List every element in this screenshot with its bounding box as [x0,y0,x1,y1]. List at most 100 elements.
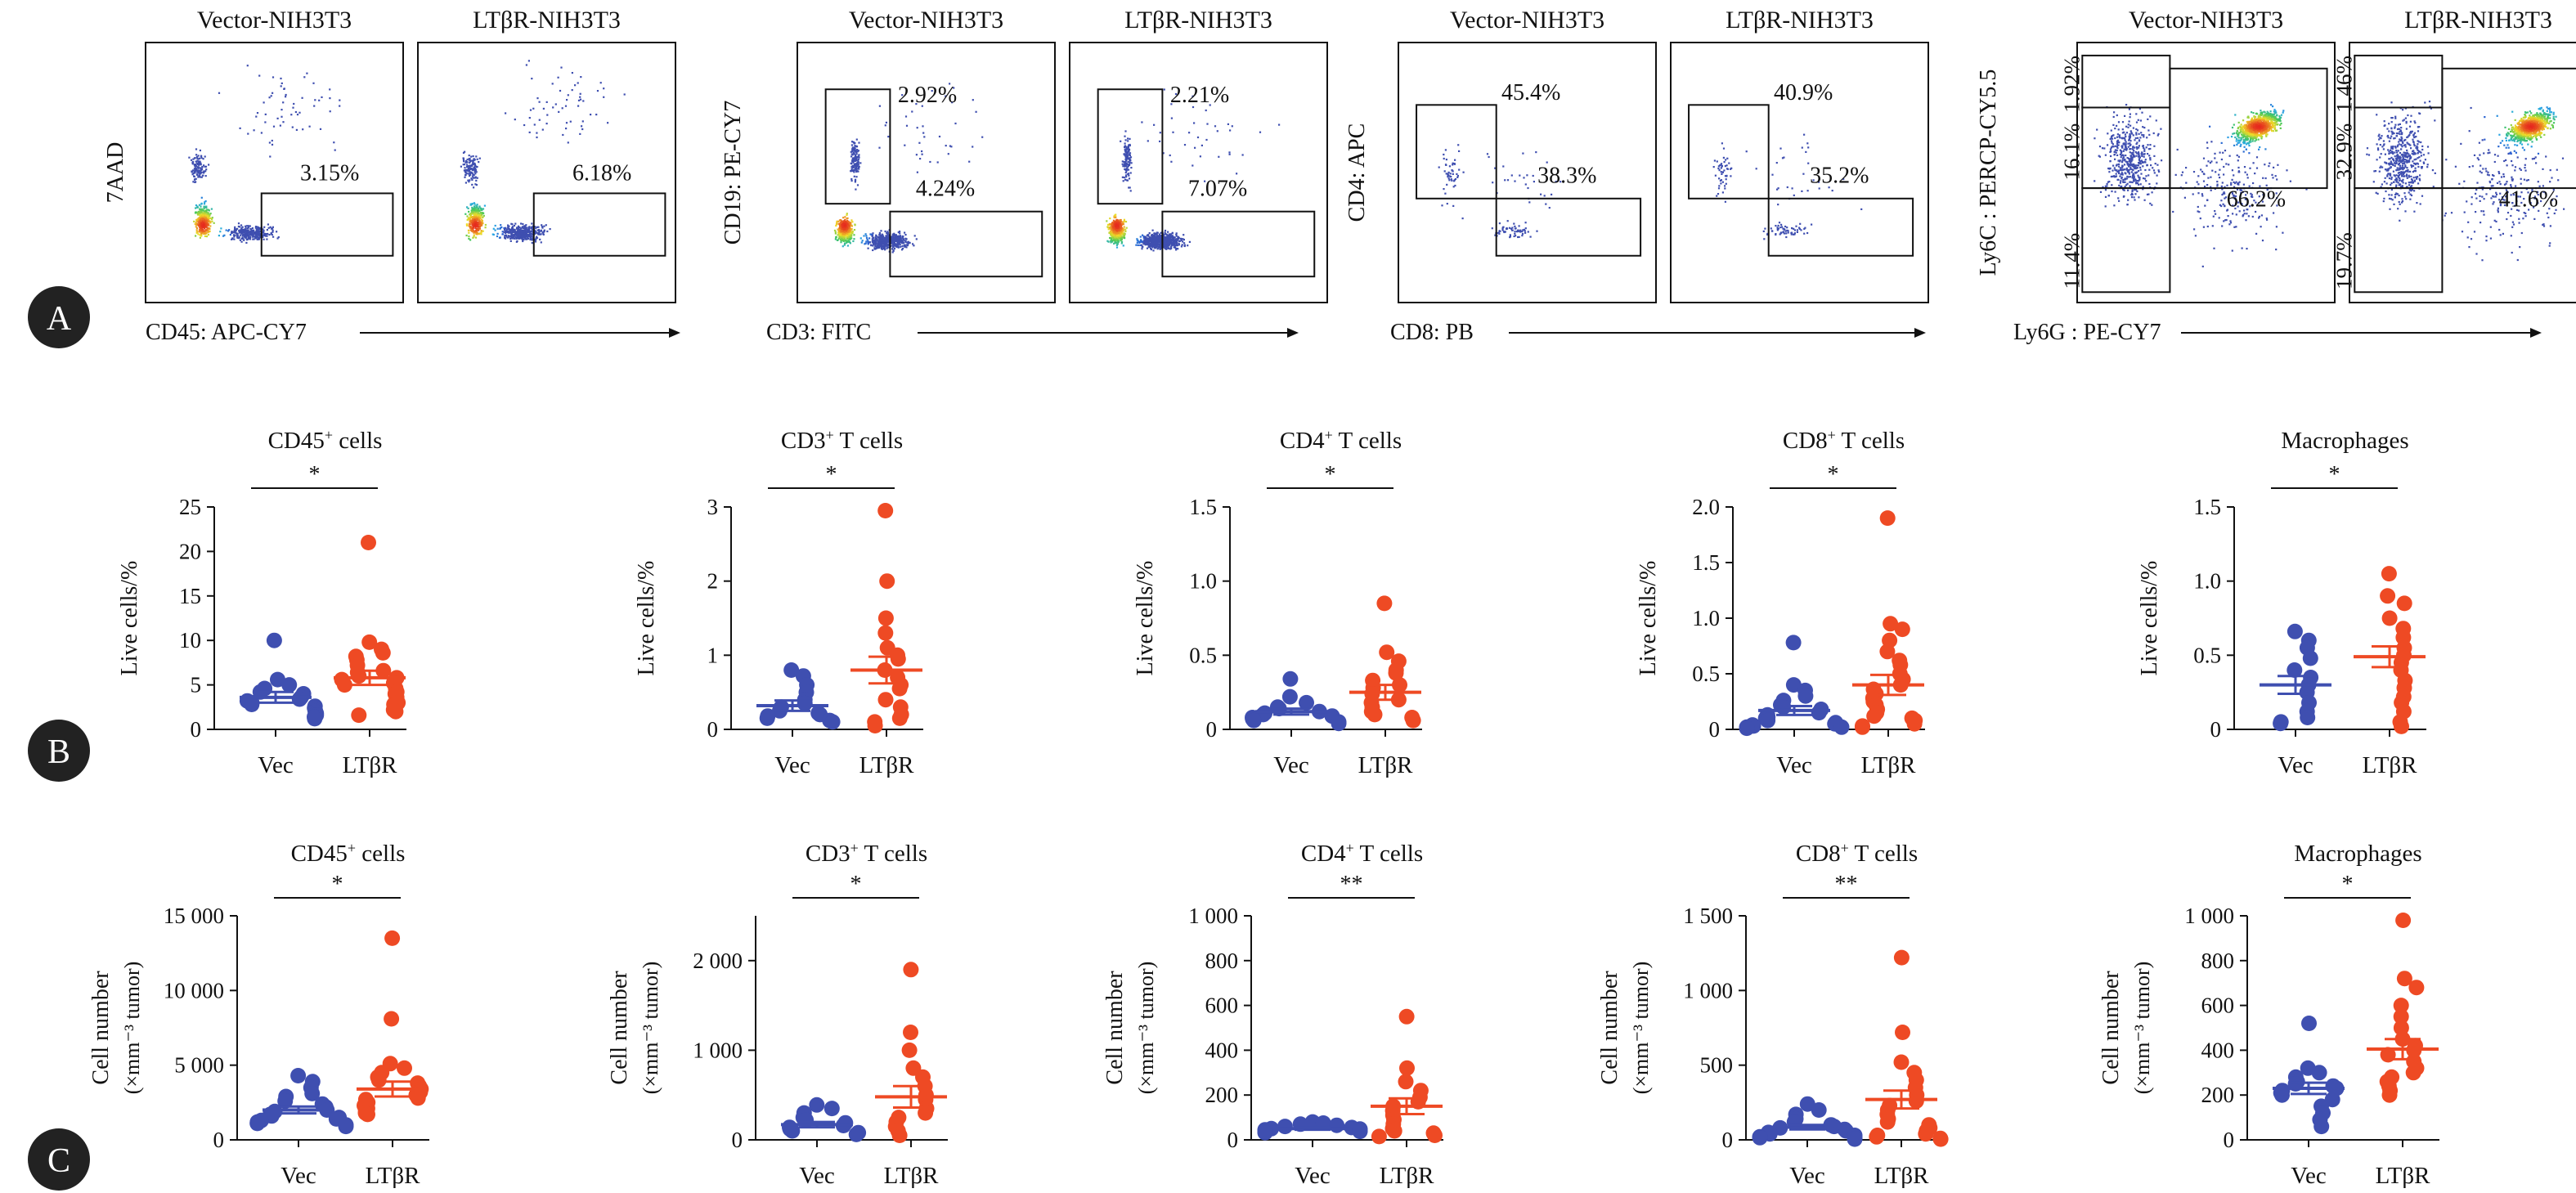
flow-event [2251,135,2253,137]
flow-event [234,230,236,232]
flow-event [1514,231,1516,233]
flow-event [255,232,258,235]
flow-event [893,248,896,250]
flow-event [1775,225,1777,227]
flow-event [1779,233,1781,235]
flow-event [1787,230,1789,232]
flow-event [1123,228,1125,231]
flow-event [1726,157,1729,159]
flow-event [200,218,202,220]
flow-event [850,155,853,158]
flow-event [464,167,466,169]
flow-event [525,64,527,66]
flow-event [537,229,541,231]
flow-event [855,165,858,168]
flow-event [1182,238,1184,240]
flow-event [865,235,868,237]
flow-event [2242,141,2245,144]
flow-event [1501,229,1504,231]
flow-event [837,229,840,231]
flow-event [467,179,469,182]
flow-event [897,235,900,237]
flow-event [1177,236,1179,239]
flow-event [1169,240,1172,242]
flow-event [1165,248,1168,250]
flow-event [1109,227,1111,230]
flow-event [877,235,879,238]
flow-plot-vector: 1.92%16.1%66.2%11.4% [2059,42,2336,303]
flow-event [1779,226,1782,229]
flow-event [478,205,481,208]
flow-event [596,90,599,92]
flow-event [466,166,469,168]
flow-event [206,224,209,226]
flow-event [1124,148,1126,150]
flow-event [2236,130,2239,132]
flow-event [1167,240,1169,242]
flow-event [255,115,258,118]
flow-event [1718,177,1721,180]
flow-event [473,210,475,213]
flow-event [240,240,243,243]
flow-event [1785,232,1788,235]
flow-event [968,160,971,163]
flow-event [839,236,841,239]
flow-event [1444,149,1447,151]
flow-event [520,222,523,225]
flow-event [339,99,341,101]
flow-event [204,217,206,219]
flow-event [849,238,851,240]
flow-event [200,205,202,208]
flow-event [514,232,517,235]
flow-event [1110,238,1112,240]
flow-event [1154,243,1156,245]
flow-event [1183,244,1186,247]
flow-event [2261,111,2264,114]
flow-event [481,222,483,225]
flow-event [1443,157,1445,160]
flow-event [280,85,282,87]
flow-event [1115,229,1118,231]
flow-plot-frame [1398,42,1657,303]
flow-event [195,231,198,234]
flow-event [1115,222,1118,225]
flow-event [873,240,875,242]
flow-event [196,166,199,168]
flow-event [522,240,524,243]
flow-event [1726,168,1729,170]
flow-event [510,230,513,232]
flow-event [248,231,250,234]
flow-event [247,229,249,231]
flow-event [253,229,255,231]
flow-event [1806,142,1809,145]
flow-event [2278,119,2280,122]
flow-event [236,227,239,230]
flow-event [1216,130,1218,132]
flow-event [1108,231,1111,234]
flow-event [1142,240,1144,243]
flow-event [849,233,851,235]
flow-event [192,181,195,183]
flow-event [885,121,887,123]
flow-event [541,128,544,131]
flow-event [1521,231,1524,233]
flow-event [1175,247,1178,250]
flow-plot-vector: 45.4%38.3% [1398,42,1657,303]
flow-event [945,145,947,147]
flow-event [1728,162,1730,164]
flow-event [1164,229,1167,232]
flow-event [240,224,243,226]
flow-event [874,244,877,247]
gate-box [260,192,394,257]
flow-event [1129,137,1131,140]
flow-event [874,236,877,239]
flow-event [851,160,854,163]
flow-event [1451,169,1453,172]
flow-event [2256,125,2259,128]
flow-event [2259,128,2261,131]
flow-event [193,168,195,170]
flow-event [1831,190,1833,192]
flow-event [505,228,509,231]
flow-event [1170,244,1173,247]
flow-event [1533,181,1535,183]
